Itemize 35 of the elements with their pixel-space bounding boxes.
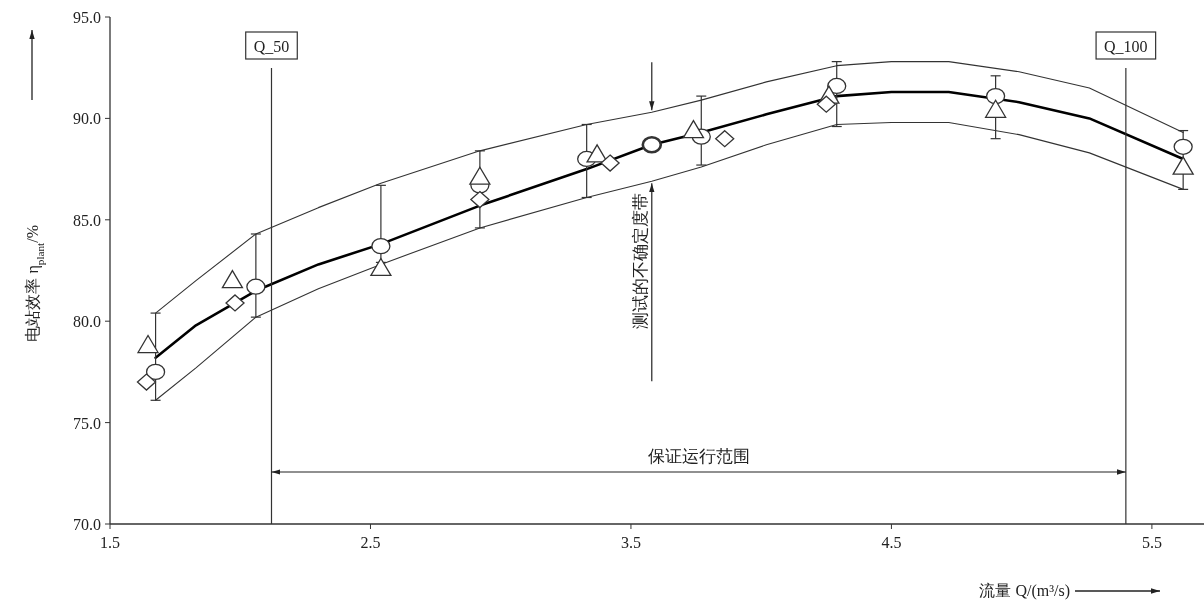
point <box>136 373 157 391</box>
point <box>221 269 244 289</box>
point <box>470 190 490 209</box>
y-tick-label: 95.0 <box>73 9 101 26</box>
x-axis-title: 流量 Q/(m³/s) <box>979 582 1070 600</box>
point <box>600 154 620 172</box>
y-tick-label: 75.0 <box>73 414 101 432</box>
x-tick-label: 2.5 <box>360 534 381 551</box>
point <box>1172 156 1194 175</box>
point <box>370 257 392 277</box>
y-tick-label: 80.0 <box>73 313 101 331</box>
y-tick-label: 85.0 <box>73 211 101 229</box>
point <box>985 87 1006 105</box>
point <box>371 238 391 255</box>
point <box>682 119 705 139</box>
point <box>984 99 1007 118</box>
point <box>586 144 608 163</box>
x-tick-label: 1.5 <box>100 534 120 551</box>
y-tick-label: 70.0 <box>73 516 101 533</box>
point <box>1173 138 1193 155</box>
point <box>816 95 836 113</box>
point <box>469 166 491 185</box>
annotation: 测试的不确定度带 <box>630 192 650 329</box>
point <box>137 334 159 354</box>
point <box>246 278 266 295</box>
ref-line-label: Q_50 <box>253 38 290 55</box>
ref-line-label: Q_100 <box>1104 38 1148 55</box>
point <box>641 135 663 154</box>
point <box>715 130 735 148</box>
point <box>225 294 245 312</box>
annotation: 保证运行范围 <box>647 447 750 466</box>
x-tick-label: 3.5 <box>620 534 641 551</box>
x-tick-label: 4.5 <box>881 534 902 551</box>
x-tick-label: 5.5 <box>1141 534 1162 551</box>
y-tick-label: 90.0 <box>73 110 101 128</box>
